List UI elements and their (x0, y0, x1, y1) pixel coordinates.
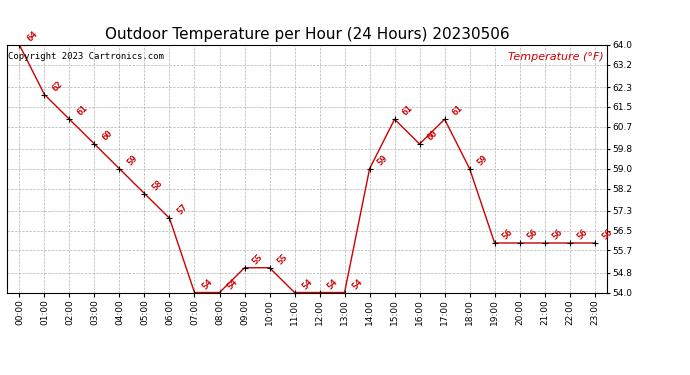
Text: Copyright 2023 Cartronics.com: Copyright 2023 Cartronics.com (8, 53, 164, 62)
Text: 61: 61 (75, 104, 89, 118)
Text: 54: 54 (200, 277, 214, 291)
Text: 54: 54 (325, 277, 339, 291)
Text: 58: 58 (150, 178, 164, 192)
Text: 56: 56 (575, 228, 589, 242)
Text: 59: 59 (125, 153, 139, 167)
Title: Outdoor Temperature per Hour (24 Hours) 20230506: Outdoor Temperature per Hour (24 Hours) … (105, 27, 509, 42)
Text: 56: 56 (600, 228, 614, 242)
Text: 56: 56 (550, 228, 564, 242)
Text: 54: 54 (300, 277, 314, 291)
Text: 59: 59 (375, 153, 389, 167)
Text: 57: 57 (175, 203, 189, 217)
Text: 60: 60 (100, 129, 114, 142)
Text: 54: 54 (350, 277, 364, 291)
Text: 61: 61 (450, 104, 464, 118)
Text: 64: 64 (25, 30, 39, 44)
Text: 55: 55 (275, 252, 289, 266)
Text: 55: 55 (250, 252, 264, 266)
Text: Temperature (°F): Temperature (°F) (509, 53, 604, 62)
Text: 60: 60 (425, 129, 439, 142)
Text: 61: 61 (400, 104, 414, 118)
Text: 56: 56 (500, 228, 514, 242)
Text: 59: 59 (475, 153, 489, 167)
Text: 62: 62 (50, 79, 64, 93)
Text: 54: 54 (225, 277, 239, 291)
Text: 56: 56 (525, 228, 539, 242)
